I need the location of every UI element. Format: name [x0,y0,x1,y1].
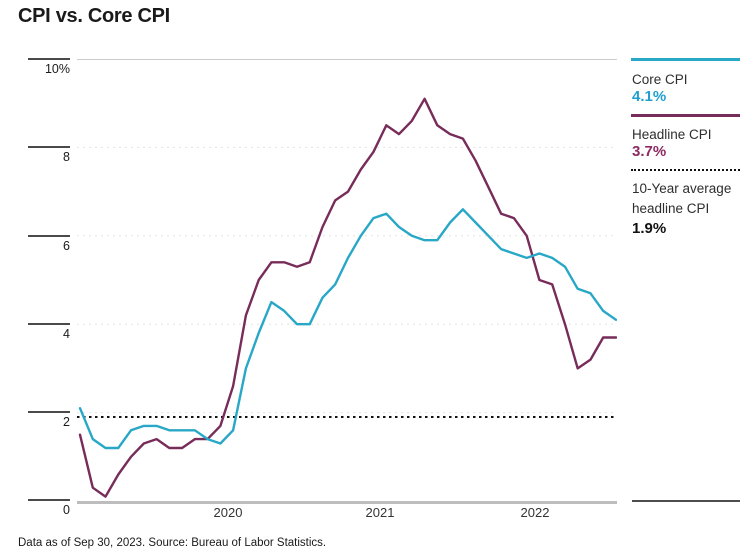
core-cpi-swatch-line [631,58,740,61]
y-tick-line [28,146,70,148]
y-axis-tick: 8 [28,146,70,164]
plot-area [77,59,617,501]
legend-bottom-border [632,500,740,502]
headline-cpi-line [78,97,617,498]
ten-year-average-swatch-line [631,169,740,171]
y-tick-label: 8 [63,150,70,164]
y-tick-line [28,411,70,413]
legend: Core CPI 4.1% Headline CPI 3.7% 10-Year … [631,0,741,557]
y-tick-label: 4 [63,327,70,341]
y-axis-tick: 4 [28,323,70,341]
y-tick-line [28,323,70,325]
source-note: Data as of Sep 30, 2023. Source: Bureau … [18,537,327,549]
y-tick-label: 2 [63,415,70,429]
y-tick-label: 10% [44,62,70,76]
x-axis-line [77,501,617,504]
x-tick-label: 2022 [520,505,550,520]
page-title: CPI vs. Core CPI [18,5,170,27]
y-axis-tick: 10% [28,58,70,76]
plot-svg [77,59,617,498]
y-tick-label: 6 [63,239,70,253]
y-tick-line [28,235,70,237]
y-tick-line [28,499,70,501]
y-axis-tick: 6 [28,235,70,253]
legend-headline-label: Headline CPI [632,127,712,142]
y-axis-tick: 0 [28,499,70,517]
core-cpi-line [78,208,617,450]
legend-average-value: 1.9% [632,220,667,237]
y-tick-line [28,58,70,60]
y-tick-label: 0 [63,503,70,517]
legend-core-label: Core CPI [632,72,688,87]
x-tick-label: 2020 [213,505,243,520]
legend-headline-value: 3.7% [632,143,667,160]
legend-average-label: 10-Year average headline CPI [632,181,732,216]
x-tick-label: 2021 [365,505,395,520]
headline-cpi-swatch-line [631,114,740,117]
legend-core-value: 4.1% [632,88,667,105]
y-axis-tick: 2 [28,411,70,429]
